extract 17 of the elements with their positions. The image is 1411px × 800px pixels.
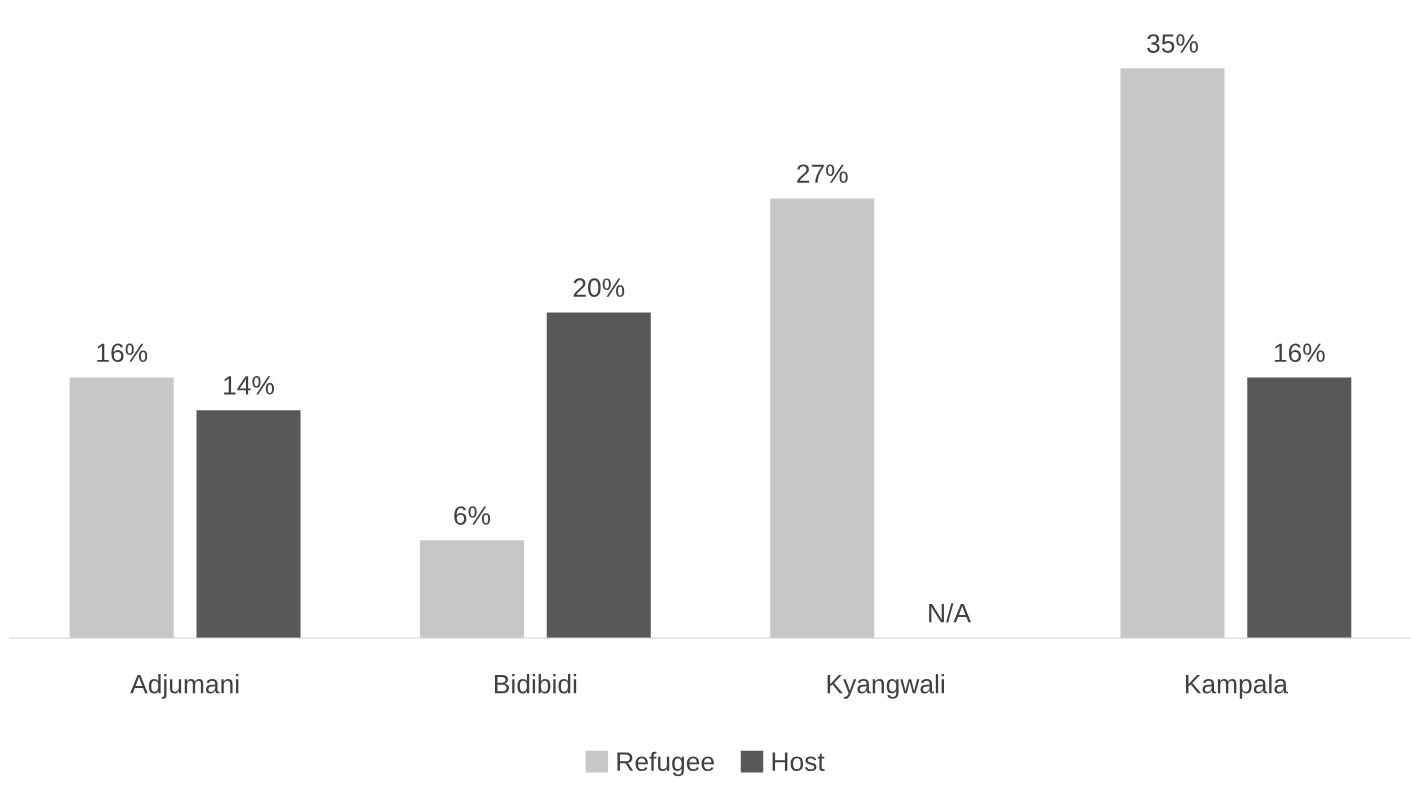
data-label: 16% [97, 343, 148, 363]
x-tick-label: Bidibidi [495, 674, 577, 694]
data-label: 6% [454, 506, 491, 525]
legend-label: Host [772, 752, 825, 772]
bar [196, 410, 301, 638]
bar [546, 312, 651, 638]
x-tick-label: Kyangwali [827, 674, 944, 699]
text: N/A [929, 603, 971, 623]
data-label: 16% [1274, 343, 1325, 363]
legend-label: Refugee [617, 751, 714, 777]
x-tick-label: Kampala [1185, 674, 1288, 699]
x-tick-label: Adjumani [130, 674, 239, 699]
data-label: 20% [573, 278, 625, 298]
data-label: 35% [1147, 34, 1198, 53]
data-label: 14% [224, 376, 274, 395]
data-label: 27% [797, 164, 848, 183]
bar [1247, 377, 1352, 638]
